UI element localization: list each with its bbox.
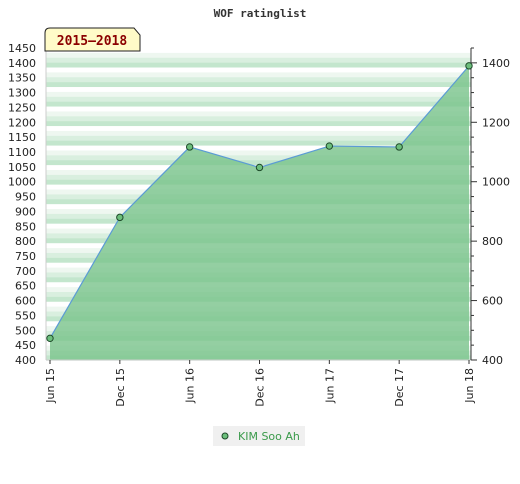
legend[interactable]: KIM Soo Ah [213, 426, 305, 446]
left-tick-label: 1350 [8, 72, 36, 85]
background-band [46, 48, 471, 54]
left-tick-label: 1050 [8, 161, 36, 174]
right-axis-ticks: 400 600 800 1000 1200 1400 [471, 47, 510, 367]
data-point[interactable] [46, 334, 54, 343]
background-band [46, 52, 471, 59]
x-tick-label: Dec 16 [254, 368, 267, 407]
left-tick-label: 400 [15, 354, 36, 367]
background-band [46, 106, 471, 112]
background-band [46, 62, 471, 68]
background-band [46, 150, 471, 156]
x-tick-label: Jun 18 [463, 368, 476, 404]
background-band [46, 130, 471, 137]
data-point[interactable] [395, 143, 403, 151]
left-tick-label: 1300 [8, 87, 36, 100]
background-band [46, 116, 471, 122]
data-point[interactable] [325, 142, 334, 150]
right-tick-label: 1000 [482, 176, 510, 189]
background-band [46, 96, 471, 102]
background-band [46, 121, 471, 127]
background-band [46, 72, 471, 78]
background-band [46, 160, 471, 166]
data-point[interactable] [465, 62, 473, 70]
background-band [46, 140, 471, 146]
background-band [46, 91, 471, 98]
left-tick-label: 850 [15, 220, 36, 233]
left-tick-label: 800 [15, 235, 36, 248]
chart-title: WOF ratinglist [214, 7, 307, 20]
x-tick-label: Jun 16 [184, 368, 197, 404]
x-tick-label: Dec 15 [114, 368, 127, 407]
legend-series-name: KIM Soo Ah [238, 430, 300, 443]
left-tick-label: 550 [15, 309, 36, 322]
left-tick-label: 600 [15, 295, 36, 308]
background-band [46, 77, 471, 83]
data-point[interactable] [255, 163, 264, 172]
right-tick-label: 800 [482, 235, 503, 248]
left-tick-label: 750 [15, 250, 36, 263]
left-tick-label: 1100 [8, 146, 36, 159]
left-tick-label: 1150 [8, 131, 36, 144]
period-label: 2015–2018 [57, 34, 128, 49]
right-tick-label: 1400 [482, 57, 510, 70]
data-point[interactable] [185, 143, 194, 151]
left-tick-label: 450 [15, 339, 36, 352]
period-badge-box [44, 27, 141, 52]
legend-marker-icon [221, 432, 229, 440]
x-axis-ticks: Jun 15 Dec 15 Jun 16 Dec 16 Jun 17 Dec 17 Jun … [44, 360, 476, 407]
right-tick-label: 1200 [482, 116, 510, 129]
background-band [46, 135, 471, 142]
background-band [46, 111, 471, 117]
background-band [46, 126, 471, 132]
series-area [50, 65, 469, 360]
x-tick-label: Jun 17 [323, 368, 336, 404]
left-tick-label: 1250 [8, 101, 36, 114]
background-band [46, 101, 471, 107]
left-tick-label: 500 [15, 324, 36, 337]
left-tick-label: 1200 [8, 116, 36, 129]
legend-box [213, 426, 305, 446]
data-point[interactable] [116, 213, 124, 222]
x-tick-label: Dec 17 [393, 368, 406, 407]
left-tick-label: 1000 [8, 176, 36, 189]
background-band [46, 57, 471, 63]
x-tick-label: Jun 15 [44, 368, 57, 404]
left-tick-label: 1450 [8, 42, 36, 55]
left-tick-label: 650 [15, 280, 36, 293]
period-badge: 2015–2018 [44, 27, 141, 52]
background-band [46, 82, 471, 88]
background-band [46, 155, 471, 161]
data-markers [46, 62, 473, 343]
left-tick-label: 700 [15, 265, 36, 278]
left-tick-label: 1400 [8, 57, 36, 70]
background-band [46, 67, 471, 73]
background-band [46, 145, 471, 151]
right-tick-label: 400 [482, 354, 503, 367]
left-tick-label: 900 [15, 205, 36, 218]
background-band [46, 87, 471, 93]
axes [45, 48, 472, 361]
right-tick-label: 600 [482, 295, 503, 308]
left-tick-label: 950 [15, 191, 36, 204]
